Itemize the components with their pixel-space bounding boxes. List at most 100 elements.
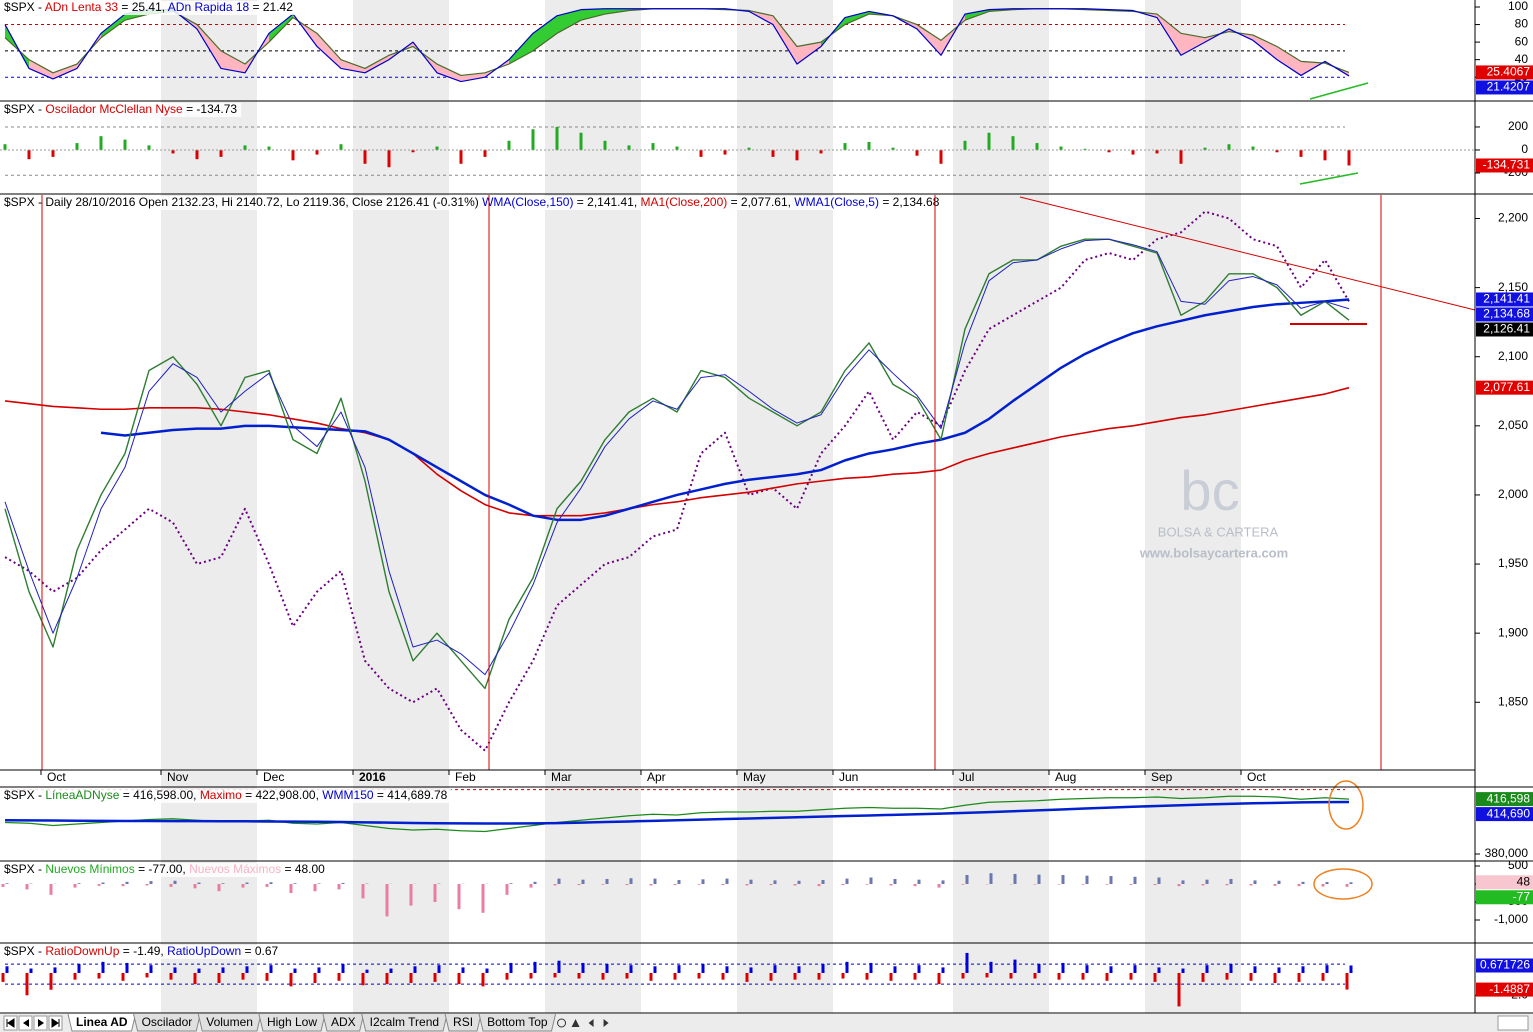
bar — [1301, 881, 1305, 884]
bar — [1061, 962, 1065, 973]
bar — [605, 964, 609, 973]
bar — [1201, 972, 1205, 982]
bar — [889, 972, 893, 981]
bar — [29, 968, 33, 973]
bar — [193, 883, 197, 889]
bar — [433, 972, 437, 982]
bar — [965, 874, 969, 884]
watermark-name: BOLSA & CARTERA — [1158, 524, 1279, 539]
tab[interactable] — [258, 1013, 326, 1032]
tab[interactable] — [478, 1013, 557, 1032]
highlight-ellipse — [1328, 780, 1364, 830]
y-tick-label: 0 — [1521, 142, 1528, 156]
y-tick-label: 380,000 — [1485, 846, 1529, 860]
tab-icon[interactable] — [571, 1019, 580, 1027]
tab[interactable] — [197, 1013, 262, 1032]
bar — [893, 966, 897, 973]
value-box — [1476, 982, 1533, 997]
bar — [169, 972, 173, 980]
bar — [1109, 966, 1113, 973]
bar — [865, 972, 869, 980]
header-part: RatioDownUp — [45, 944, 119, 958]
band-fill — [437, 64, 461, 82]
bar — [77, 964, 81, 973]
bar — [653, 966, 657, 973]
series-line — [4, 238, 1350, 676]
bar — [505, 883, 509, 895]
bar — [889, 883, 893, 886]
x-tick-label: Jul — [959, 770, 974, 784]
month-shading — [161, 0, 1241, 1013]
bar — [173, 880, 177, 884]
tab-label[interactable]: ADX — [331, 1015, 356, 1029]
series-line — [4, 210, 1350, 752]
band-fill — [1277, 46, 1301, 76]
bar — [433, 883, 437, 902]
header-part: = 2,077.61, — [727, 195, 794, 209]
bar — [221, 883, 225, 884]
bar — [701, 879, 705, 884]
bar — [1085, 875, 1089, 884]
tab[interactable] — [322, 1013, 365, 1032]
header-part: WMA1(Close,5) — [794, 195, 879, 209]
bar — [1249, 972, 1253, 981]
tab-label[interactable]: Bottom Top — [487, 1015, 548, 1029]
tab-label[interactable]: RSI — [453, 1015, 473, 1029]
header-part: = -134.73 — [183, 102, 238, 116]
value-box — [1476, 80, 1533, 95]
tab-label[interactable]: Volumen — [206, 1015, 253, 1029]
band-fill — [101, 14, 125, 38]
watermark-logo: bc — [1180, 459, 1239, 522]
tab[interactable] — [361, 1013, 448, 1032]
tab[interactable] — [133, 1013, 201, 1032]
bar — [581, 962, 585, 973]
tab[interactable] — [67, 1013, 137, 1032]
bar — [125, 881, 129, 884]
value-box-label: 0.671726 — [1480, 958, 1530, 972]
bar — [1109, 876, 1113, 884]
x-tick-label: Nov — [167, 770, 188, 784]
plot-layer: Oct Nov Dec 2016 Feb Mar Apr May Jun Jul Aug Sep Oct… — [0, 0, 1533, 1007]
bar — [865, 883, 869, 885]
y-tick-label: 60 — [1515, 34, 1529, 48]
bar — [1273, 883, 1277, 886]
scroll-box[interactable] — [1497, 1015, 1529, 1031]
bar — [241, 883, 245, 888]
bar — [1201, 883, 1205, 886]
bar — [409, 883, 413, 906]
bar — [389, 968, 393, 973]
panel-header: $SPX - ADn Lenta 33 = 25.41, ADn Rapida … — [4, 0, 293, 14]
bar — [629, 965, 633, 973]
tab-label[interactable]: Oscilador — [142, 1015, 193, 1029]
bar — [529, 883, 533, 888]
annotations — [41, 82, 1476, 900]
value-box — [1476, 380, 1533, 395]
tab-label[interactable]: I2calm Trend — [370, 1015, 439, 1029]
tab-label[interactable]: High Low — [267, 1015, 317, 1029]
tab[interactable] — [444, 1013, 482, 1032]
band-fill — [1253, 35, 1277, 60]
value-box — [1476, 307, 1533, 322]
header-part: Nuevos Mínimos — [45, 862, 134, 876]
bar — [1061, 874, 1065, 884]
y-tick-label: 2,100 — [1498, 349, 1528, 363]
header-part: WMA(Close,150) — [482, 195, 573, 209]
tab-label[interactable]: Linea AD — [76, 1015, 128, 1029]
x-tick-label: Aug — [1055, 770, 1076, 784]
bar — [725, 878, 729, 884]
bar — [553, 883, 557, 886]
bar — [937, 972, 941, 985]
tab-icon[interactable] — [557, 1018, 567, 1028]
bar — [649, 972, 653, 981]
bar — [53, 967, 57, 973]
bar — [245, 966, 249, 973]
tab-icon[interactable] — [603, 1019, 609, 1027]
bar — [961, 883, 965, 885]
bar — [197, 882, 201, 884]
tab-icon[interactable] — [588, 1019, 594, 1027]
value-box-label: -1.4887 — [1489, 982, 1530, 996]
header-part: = 416,598.00, — [119, 788, 199, 802]
bar — [1277, 880, 1281, 884]
bar — [1297, 972, 1301, 982]
bar — [745, 883, 749, 886]
